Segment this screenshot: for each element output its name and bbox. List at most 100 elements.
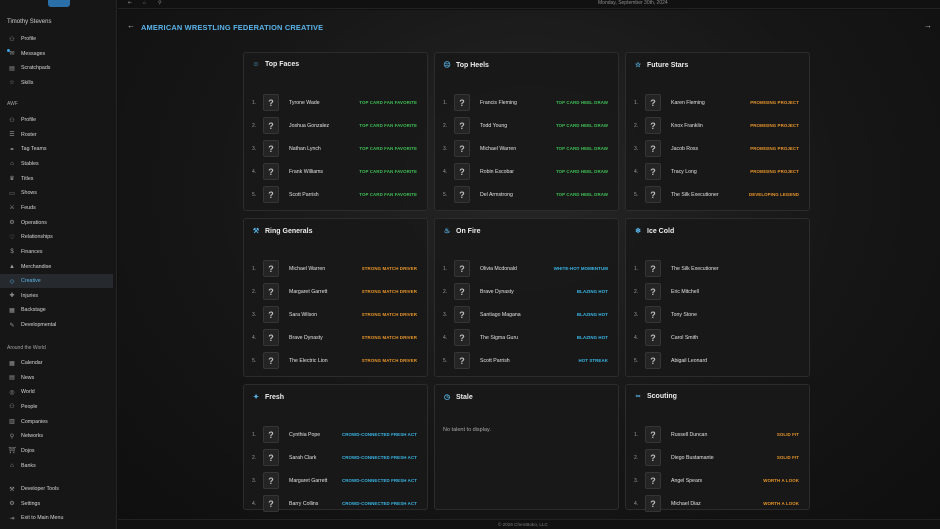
talent-name[interactable]: Olivia Mcdonald bbox=[480, 266, 517, 272]
talent-row[interactable]: 4.? Frank Williams TOP CARD FAN FAVORITE bbox=[244, 162, 427, 182]
talent-row[interactable]: 2.? Diego Bustamante SOLID FIT bbox=[626, 448, 809, 468]
nav-item-messages[interactable]: ✉ Messages bbox=[0, 47, 113, 61]
talent-row[interactable]: 3.? Nathan Lynch TOP CARD FAN FAVORITE bbox=[244, 139, 427, 159]
talent-name[interactable]: Eric Mitchell bbox=[671, 289, 699, 295]
talent-row[interactable]: 1.? Olivia Mcdonald WHITE-HOT MOMENTUM bbox=[435, 259, 618, 279]
talent-name[interactable]: Tony Stone bbox=[671, 312, 697, 318]
talent-name[interactable]: Jacob Ross bbox=[671, 146, 699, 152]
talent-row[interactable]: 1.? Russell Duncan SOLID FIT bbox=[626, 425, 809, 445]
talent-row[interactable]: 4.? Carol Smith bbox=[626, 328, 809, 348]
nav-item-profile[interactable]: ⚇ Profile bbox=[0, 32, 113, 46]
nav-item-roster[interactable]: ☰ Roster bbox=[0, 128, 113, 142]
talent-row[interactable]: 3.? Margaret Garrett CROWD-CONNECTED FRESH… bbox=[244, 471, 427, 491]
nav-item-skills[interactable]: ☆ Skills bbox=[0, 76, 113, 90]
talent-name[interactable]: Cynthia Pope bbox=[289, 432, 321, 438]
talent-name[interactable]: Scott Parrish bbox=[480, 358, 510, 364]
talent-name[interactable]: Michael Diaz bbox=[671, 501, 701, 507]
talent-row[interactable]: 5.? Scott Parrish HOT STREAK bbox=[435, 351, 618, 371]
talent-name[interactable]: Abigail Leonard bbox=[671, 358, 708, 364]
talent-name[interactable]: Barry Collins bbox=[289, 501, 319, 507]
nav-item-people[interactable]: ⚇ People bbox=[0, 400, 113, 414]
search-icon[interactable]: ⚲ bbox=[158, 0, 162, 6]
talent-row[interactable]: 1.? Cynthia Pope CROWD-CONNECTED FRESH ACT bbox=[244, 425, 427, 445]
talent-row[interactable]: 2.? Eric Mitchell bbox=[626, 282, 809, 302]
talent-name[interactable]: Russell Duncan bbox=[671, 432, 708, 438]
talent-row[interactable]: 1.? The Silk Executioner bbox=[626, 259, 809, 279]
talent-row[interactable]: 4.? Tracy Long PROMISING PROJECT bbox=[626, 162, 809, 182]
talent-row[interactable]: 2.? Sarah Clark CROWD-CONNECTED FRESH ACT bbox=[244, 448, 427, 468]
nav-item-world[interactable]: ◎ World bbox=[0, 385, 113, 399]
talent-row[interactable]: 2.? Todd Young TOP CARD HEEL DRAW bbox=[435, 116, 618, 136]
talent-row[interactable]: 2.? Joshua Gonzalez TOP CARD FAN FAVORITE bbox=[244, 116, 427, 136]
nav-item-scratchpads[interactable]: ▤ Scratchpads bbox=[0, 61, 113, 75]
nav-item-developer-tools[interactable]: ⚒ Developer Tools bbox=[0, 482, 113, 496]
talent-name[interactable]: Robin Escobar bbox=[480, 169, 515, 175]
nav-item-networks[interactable]: ⚲ Networks bbox=[0, 429, 113, 443]
talent-name[interactable]: Diego Bustamante bbox=[671, 455, 714, 461]
talent-name[interactable]: The Silk Executioner bbox=[671, 266, 719, 272]
talent-row[interactable]: 1.? Michael Warren STRONG MATCH DRIVER bbox=[244, 259, 427, 279]
nav-item-backstage[interactable]: ▦ Backstage bbox=[0, 303, 113, 317]
nav-item-feuds[interactable]: ⚔ Feuds bbox=[0, 201, 113, 215]
nav-item-calendar[interactable]: ▦ Calendar bbox=[0, 356, 113, 370]
nav-item-titles[interactable]: ♛ Titles bbox=[0, 172, 113, 186]
talent-name[interactable]: Santiago Magana bbox=[480, 312, 521, 318]
back-nav-icon[interactable]: ⇤ bbox=[128, 0, 133, 6]
talent-row[interactable]: 2.? Knox Franklin PROMISING PROJECT bbox=[626, 116, 809, 136]
nav-item-operations[interactable]: ⚙ Operations bbox=[0, 216, 113, 230]
talent-row[interactable]: 3.? Tony Stone bbox=[626, 305, 809, 325]
nav-item-companies[interactable]: ▥ Companies bbox=[0, 415, 113, 429]
nav-item-tag-teams[interactable]: ⚭ Tag Teams bbox=[0, 142, 113, 156]
talent-name[interactable]: Tracy Long bbox=[671, 169, 697, 175]
talent-name[interactable]: Carol Smith bbox=[671, 335, 699, 341]
talent-name[interactable]: The Electric Lion bbox=[289, 358, 328, 364]
nav-item-banks[interactable]: ⌂ Banks bbox=[0, 459, 113, 473]
talent-name[interactable]: Margaret Garrett bbox=[289, 289, 328, 295]
talent-name[interactable]: Francis Fleming bbox=[480, 100, 517, 106]
talent-row[interactable]: 4.? Brave Dynasty STRONG MATCH DRIVER bbox=[244, 328, 427, 348]
forward-arrow-icon[interactable]: → bbox=[924, 21, 932, 30]
home-icon[interactable]: ⌂ bbox=[143, 0, 147, 6]
talent-name[interactable]: The Sigma Guru bbox=[480, 335, 519, 341]
nav-item-creative[interactable]: ◇ Creative bbox=[0, 274, 113, 289]
talent-name[interactable]: Scott Parrish bbox=[289, 192, 319, 198]
talent-row[interactable]: 3.? Santiago Magana BLAZING HOT bbox=[435, 305, 618, 325]
talent-name[interactable]: Del Armstrong bbox=[480, 192, 513, 198]
nav-item-developmental[interactable]: ✎ Developmental bbox=[0, 318, 113, 332]
talent-row[interactable]: 4.? The Sigma Guru BLAZING HOT bbox=[435, 328, 618, 348]
talent-row[interactable]: 5.? Abigail Leonard bbox=[626, 351, 809, 371]
talent-name[interactable]: Nathan Lynch bbox=[289, 146, 321, 152]
talent-row[interactable]: 3.? Michael Warren TOP CARD HEEL DRAW bbox=[435, 139, 618, 159]
talent-name[interactable]: Margaret Garrett bbox=[289, 478, 328, 484]
nav-item-news[interactable]: ▤ News bbox=[0, 371, 113, 385]
talent-name[interactable]: Todd Young bbox=[480, 123, 508, 129]
talent-name[interactable]: Tyrone Wade bbox=[289, 100, 320, 106]
talent-name[interactable]: Knox Franklin bbox=[671, 123, 703, 129]
talent-row[interactable]: 3.? Sara Wilson STRONG MATCH DRIVER bbox=[244, 305, 427, 325]
talent-row[interactable]: 3.? Angel Spears WORTH A LOOK bbox=[626, 471, 809, 491]
nav-item-profile[interactable]: ⚇ Profile bbox=[0, 113, 113, 127]
talent-row[interactable]: 4.? Robin Escobar TOP CARD HEEL DRAW bbox=[435, 162, 618, 182]
talent-name[interactable]: Angel Spears bbox=[671, 478, 703, 484]
talent-name[interactable]: Michael Warren bbox=[480, 146, 517, 152]
talent-row[interactable]: 1.? Karen Fleming PROMISING PROJECT bbox=[626, 93, 809, 113]
nav-item-relationships[interactable]: ♡ Relationships bbox=[0, 230, 113, 244]
talent-row[interactable]: 4.? Barry Collins CROWD-CONNECTED FRESH AC… bbox=[244, 494, 427, 514]
nav-item-shows[interactable]: ▭ Shows bbox=[0, 186, 113, 200]
nav-item-exit-to-main-menu[interactable]: ⇥ Exit to Main Menu bbox=[0, 511, 113, 525]
talent-row[interactable]: 3.? Jacob Ross PROMISING PROJECT bbox=[626, 139, 809, 159]
talent-row[interactable]: 1.? Tyrone Wade TOP CARD FAN FAVORITE bbox=[244, 93, 427, 113]
talent-row[interactable]: 2.? Brave Dynasty BLAZING HOT bbox=[435, 282, 618, 302]
nav-item-settings[interactable]: ⚙ Settings bbox=[0, 497, 113, 511]
talent-row[interactable]: 4.? Michael Diaz WORTH A LOOK bbox=[626, 494, 809, 514]
talent-name[interactable]: Karen Fleming bbox=[671, 100, 705, 106]
talent-row[interactable]: 5.? Scott Parrish TOP CARD FAN FAVORITE bbox=[244, 185, 427, 205]
talent-name[interactable]: Sarah Clark bbox=[289, 455, 317, 461]
nav-item-finances[interactable]: $ Finances bbox=[0, 245, 113, 259]
talent-name[interactable]: Sara Wilson bbox=[289, 312, 317, 318]
talent-name[interactable]: Michael Warren bbox=[289, 266, 326, 272]
talent-name[interactable]: Brave Dynasty bbox=[480, 289, 514, 295]
talent-row[interactable]: 2.? Margaret Garrett STRONG MATCH DRIVER bbox=[244, 282, 427, 302]
nav-item-merchandise[interactable]: ▲ Merchandise bbox=[0, 260, 113, 274]
talent-name[interactable]: Frank Williams bbox=[289, 169, 324, 175]
